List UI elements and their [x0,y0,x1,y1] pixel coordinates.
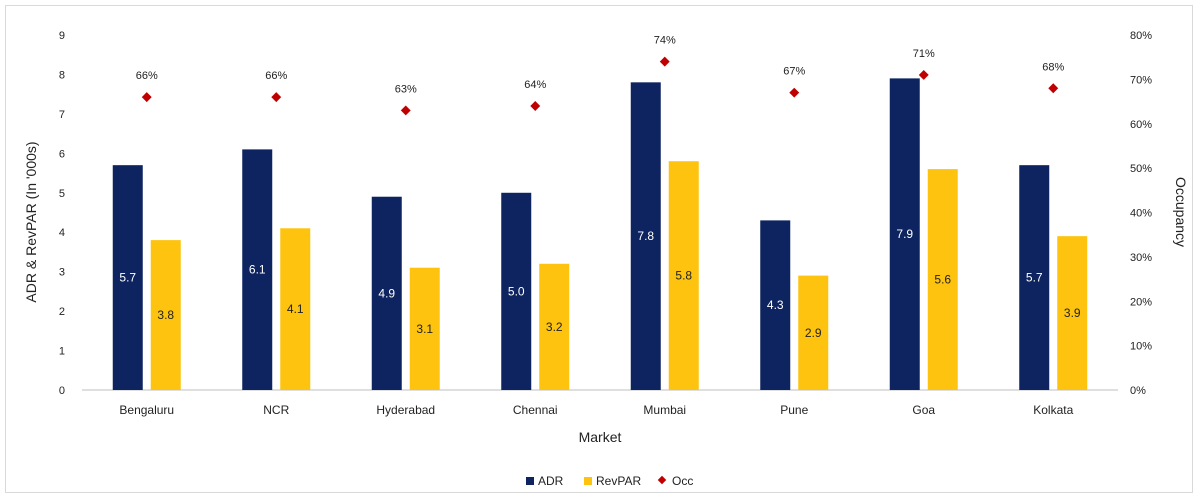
y-tick-label: 1 [59,346,65,358]
y2-tick-label: 50% [1130,163,1152,175]
bar-revpar [1057,236,1088,390]
legend-swatch-revpar [584,477,592,485]
bar-adr [112,165,143,390]
occ-marker [659,56,670,67]
bar-revpar [927,169,958,390]
y-tick-label: 0 [59,385,65,397]
occ-label: 66% [136,70,158,82]
bar-label-revpar: 3.1 [416,322,433,336]
y-tick-label: 6 [59,148,65,160]
y2-tick-label: 80% [1130,30,1152,42]
x-tick-label: NCR [263,403,289,417]
bar-label-revpar: 3.9 [1064,306,1081,320]
y-axis-title: ADR & RevPAR (In '000s) [23,141,39,302]
chart-frame [5,5,1193,493]
bar-adr [242,149,273,390]
bar-revpar [539,263,570,390]
y-tick-label: 8 [59,69,65,81]
bar-label-revpar: 4.1 [287,302,304,316]
y2-tick-label: 40% [1130,208,1152,220]
y2-tick-label: 20% [1130,296,1152,308]
occ-marker [530,101,541,111]
bar-label-revpar: 3.2 [546,320,563,334]
bar-revpar [150,240,181,390]
bar-label-adr: 7.8 [637,229,654,243]
bar-adr [501,192,532,390]
bars-group: 5.7 3.8 6.1 4.1 4.9 3.1 5.0 3.2 7.8 5.8 4.3 2.9 7.9 5… [112,78,1088,390]
occ-label: 63% [395,83,417,95]
bar-adr [371,196,402,390]
x-tick-label: Mumbai [643,403,686,417]
left-axis-ticks: 0 1 2 3 4 5 6 7 8 9 [59,30,65,397]
bar-label-adr: 5.0 [508,284,525,298]
bar-revpar [409,267,440,390]
y-tick-label: 5 [59,188,65,200]
y2-axis-title: Occupancy [1173,177,1189,247]
bar-adr [889,78,920,390]
bar-label-adr: 5.7 [119,271,136,285]
legend-label-occ: Occ [672,474,693,488]
y2-tick-label: 0% [1130,385,1146,397]
bar-label-adr: 7.9 [896,227,913,241]
x-tick-label: Goa [912,403,935,417]
y-tick-label: 3 [59,267,65,279]
occ-label: 64% [524,79,546,91]
legend: ADR RevPAR Occ [526,474,693,488]
bar-revpar [798,275,829,390]
bar-label-revpar: 5.8 [675,269,692,283]
occ-label: 74% [654,35,676,47]
occ-label: 67% [783,66,805,78]
occ-label: 68% [1042,61,1064,73]
x-axis-ticks: Bengaluru NCR Hyderabad Chennai Mumbai Pune Go… [119,403,1073,417]
y2-tick-label: 30% [1130,252,1152,264]
occ-label: 66% [265,70,287,82]
y2-tick-label: 60% [1130,119,1152,131]
right-axis-ticks: 0% 10% 20% 30% 40% 50% 60% 70% 80% [1130,30,1152,397]
bar-label-adr: 4.3 [767,298,784,312]
occ-marker [141,92,152,103]
y2-tick-label: 70% [1130,74,1152,86]
occ-marker [1048,83,1059,94]
x-tick-label: Kolkata [1033,403,1073,417]
bar-adr [760,220,791,390]
x-tick-label: Chennai [513,403,558,417]
bar-adr [1019,165,1050,390]
occ-label: 71% [913,48,935,60]
occ-marker [400,105,411,116]
bar-adr [630,82,661,390]
legend-label-adr: ADR [538,474,564,488]
x-tick-label: Pune [780,403,808,417]
bar-label-revpar: 5.6 [934,273,951,287]
bar-label-adr: 6.1 [249,263,266,277]
bar-label-adr: 5.7 [1026,271,1043,285]
legend-swatch-adr [526,477,534,485]
y2-tick-label: 10% [1130,341,1152,353]
bar-revpar [280,228,311,390]
legend-label-revpar: RevPAR [596,474,641,488]
bar-label-revpar: 3.8 [157,308,174,322]
x-tick-label: Bengaluru [119,403,174,417]
occ-marker [789,87,800,98]
bar-label-adr: 4.9 [378,286,395,300]
x-axis-title: Market [579,429,622,445]
occ-marker [271,92,282,103]
bar-label-revpar: 2.9 [805,326,822,340]
y-tick-label: 7 [59,109,65,121]
occupancy-markers-group: 66% 66% 63% 64% 74% 67% 71% 68% [136,35,1064,116]
y-tick-label: 4 [59,227,65,239]
x-tick-label: Hyderabad [376,403,435,417]
y-tick-label: 2 [59,306,65,318]
y-tick-label: 9 [59,30,65,42]
legend-marker-occ [657,475,667,485]
bar-revpar [668,161,699,390]
occ-marker [918,69,929,80]
